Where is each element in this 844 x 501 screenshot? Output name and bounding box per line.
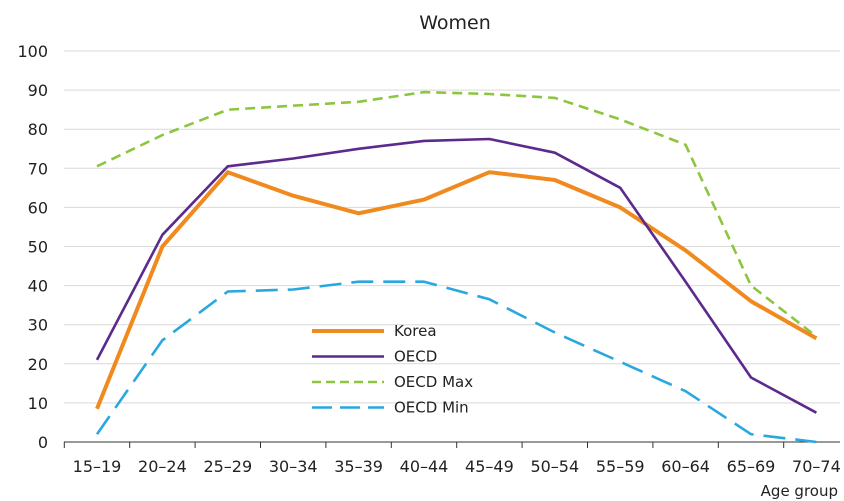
x-tick-label: 60–64: [661, 457, 710, 476]
x-tick-label: 35–39: [334, 457, 383, 476]
chart-title: Women: [419, 12, 491, 34]
y-tick-label: 100: [17, 42, 48, 61]
x-tick-label: 55–59: [596, 457, 645, 476]
y-tick-label: 50: [28, 238, 48, 257]
x-axis: 15–19 20–24 25–29 30–34 35–39 40–44 45–49 50–54…: [63, 441, 841, 476]
y-tick-label: 70: [28, 159, 48, 178]
legend-label: OECD Max: [394, 373, 473, 391]
y-tick-label: 80: [28, 120, 48, 139]
series-line-oecd: [95, 137, 818, 414]
x-tick-label: 50–54: [530, 457, 579, 476]
x-tick-label: 40–44: [400, 457, 449, 476]
legend-label: Korea: [394, 322, 437, 340]
x-tick-label: 45–49: [465, 457, 514, 476]
x-tick-label: 20–24: [138, 457, 187, 476]
legend-label: OECD Min: [394, 399, 469, 417]
x-tick-label: 70–74: [792, 457, 841, 476]
y-tick-label: 90: [28, 81, 48, 100]
y-tick-label: 30: [28, 316, 48, 335]
x-tick-label: 65–69: [727, 457, 776, 476]
y-tick-label: 40: [28, 277, 48, 296]
y-tick-label: 20: [28, 355, 48, 374]
y-tick-label: 60: [28, 198, 48, 217]
x-tick-label: 25–29: [203, 457, 252, 476]
legend: Korea OECD OECD Max OECD Min: [312, 322, 473, 417]
x-tick-label: 15–19: [73, 457, 122, 476]
x-axis-label: Age group: [761, 482, 838, 500]
series-line-korea: [95, 170, 818, 410]
y-axis: 0 10 20 30 40 50 60 70 80 90 100: [17, 42, 48, 452]
y-tick-label: 0: [38, 433, 48, 452]
series-line-oecd-min: [95, 280, 817, 444]
x-tick-label: 30–34: [269, 457, 318, 476]
series-lines: [95, 90, 818, 444]
series-line-oecd-max: [96, 90, 818, 338]
y-tick-label: 10: [28, 394, 48, 413]
legend-label: OECD: [394, 348, 437, 366]
grid-lines: [64, 50, 840, 404]
